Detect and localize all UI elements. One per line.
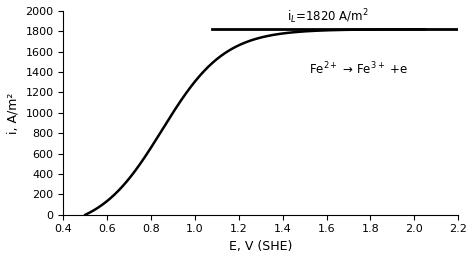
- Text: i$_L$=1820 A/m$^2$: i$_L$=1820 A/m$^2$: [287, 8, 369, 27]
- X-axis label: E, V (SHE): E, V (SHE): [229, 240, 292, 253]
- Text: Fe$^{2+}$ → Fe$^{3+}$ +e: Fe$^{2+}$ → Fe$^{3+}$ +e: [309, 61, 408, 77]
- Y-axis label: i, A/m²: i, A/m²: [7, 92, 20, 134]
